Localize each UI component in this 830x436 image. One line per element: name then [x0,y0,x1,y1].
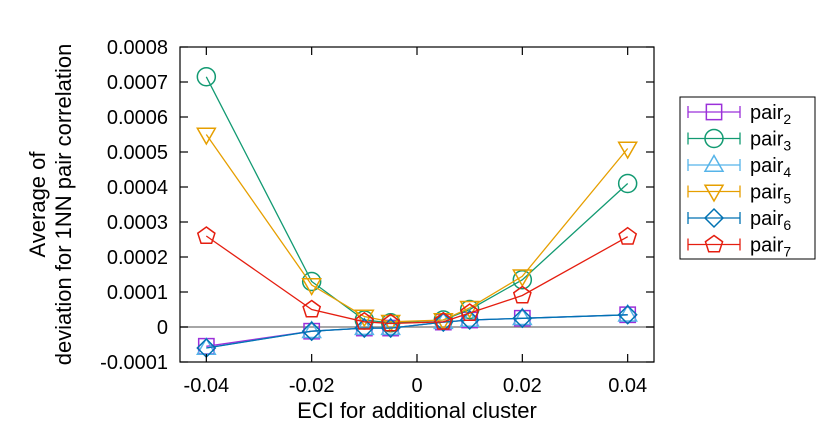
legend-item-pair7: pair7 [687,234,791,260]
legend-label: pair4 [750,155,791,180]
legend-label-name: pair [750,182,784,204]
y-tick-label: -0.0001 [100,352,168,374]
legend-label-subscript: 3 [783,138,791,154]
legend-marker [704,234,724,253]
data-point [617,173,638,194]
x-tick-label: -0.02 [289,375,335,397]
legend-label: pair3 [750,129,791,154]
data-point [512,308,533,329]
series-pair6 [196,304,638,359]
legend-label-subscript: 4 [783,164,791,180]
series-pair4 [196,303,638,356]
data-point [459,300,480,319]
legend-box [679,96,816,260]
data-point [512,269,533,288]
legend-label-subscript: 5 [783,191,791,207]
data-point [512,270,533,290]
legend-marker [703,184,725,203]
data-point [381,313,401,332]
legend-label: pair7 [750,235,791,260]
plot-frame [179,46,655,363]
legend-label-name: pair [750,155,784,177]
data-point [512,285,532,304]
series-line [206,314,628,349]
legend-item-pair2: pair2 [687,102,791,127]
series-layer [196,67,638,359]
data-point [617,304,638,325]
data-point [302,299,322,318]
y-tick-label: 0.0005 [107,142,168,164]
data-point [301,271,322,292]
y-axis-label-line-1: Average of [25,151,50,258]
y-tick-label: 0.0002 [107,247,168,269]
series-line [205,76,629,324]
x-tick-label: 0 [411,375,422,397]
data-point [354,309,375,328]
data-point [354,311,374,330]
series-pair2 [197,306,637,355]
x-axis-label: ECI for additional cluster [297,398,537,423]
legend-label-name: pair [750,235,784,257]
data-point [354,317,375,336]
legend-label-subscript: 7 [783,244,791,260]
y-axis-label-line-2: deviation for 1NN pair correlation [51,44,76,366]
y-tick-label: 0.0003 [107,212,168,234]
series-line [205,235,629,325]
legend-item-pair5: pair5 [687,182,791,207]
data-point [380,317,401,339]
data-point [512,307,533,326]
data-point [618,226,638,245]
legend-item-pair6: pair6 [687,207,791,233]
series-pair5 [196,127,638,333]
legend-label-name: pair [750,129,784,151]
series-pair7 [196,226,638,332]
data-point [617,303,638,322]
legend-label-subscript: 6 [783,217,791,233]
series-line [206,314,628,347]
data-point [301,320,322,339]
series-pair3 [196,67,638,333]
legend-label-name: pair [750,102,784,124]
legend-label-name: pair [750,208,784,230]
x-tick-label: -0.04 [184,375,230,397]
x-tick-label: 0.04 [608,375,647,397]
y-tick-label: 0.0001 [107,282,168,304]
legend-item-pair3: pair3 [687,128,791,154]
y-tick-label: 0.0007 [107,72,168,94]
legend-label: pair5 [750,182,791,207]
data-point [196,127,217,146]
data-point [459,309,480,328]
legend-marker [705,103,723,121]
x-tick-label: 0.02 [503,375,542,397]
data-point [301,321,322,342]
legend-label: pair2 [750,102,791,127]
series-line [206,314,628,349]
data-point [617,141,638,160]
legend-marker [703,154,725,173]
legend-marker [703,207,725,229]
y-tick-label: 0.0004 [107,177,168,199]
legend-marker [704,128,724,149]
data-point [301,277,322,296]
data-point [433,311,453,330]
data-point [433,312,454,333]
tick-layer: -0.0001 0 0.0001 0.0002 0.0003 0.0004 0.0005 0.… [100,37,654,397]
legend-item-pair4: pair4 [687,154,791,180]
y-tick-label: 0.0006 [107,107,168,129]
y-tick-label: 0 [157,317,168,339]
data-point [460,303,480,322]
data-point [380,317,401,336]
legend-label-subscript: 2 [783,111,791,127]
data-point [196,226,216,245]
series-line [205,134,629,323]
data-point [196,67,217,87]
legend-label: pair6 [750,208,791,233]
y-tick-label: 0.0008 [107,37,168,59]
